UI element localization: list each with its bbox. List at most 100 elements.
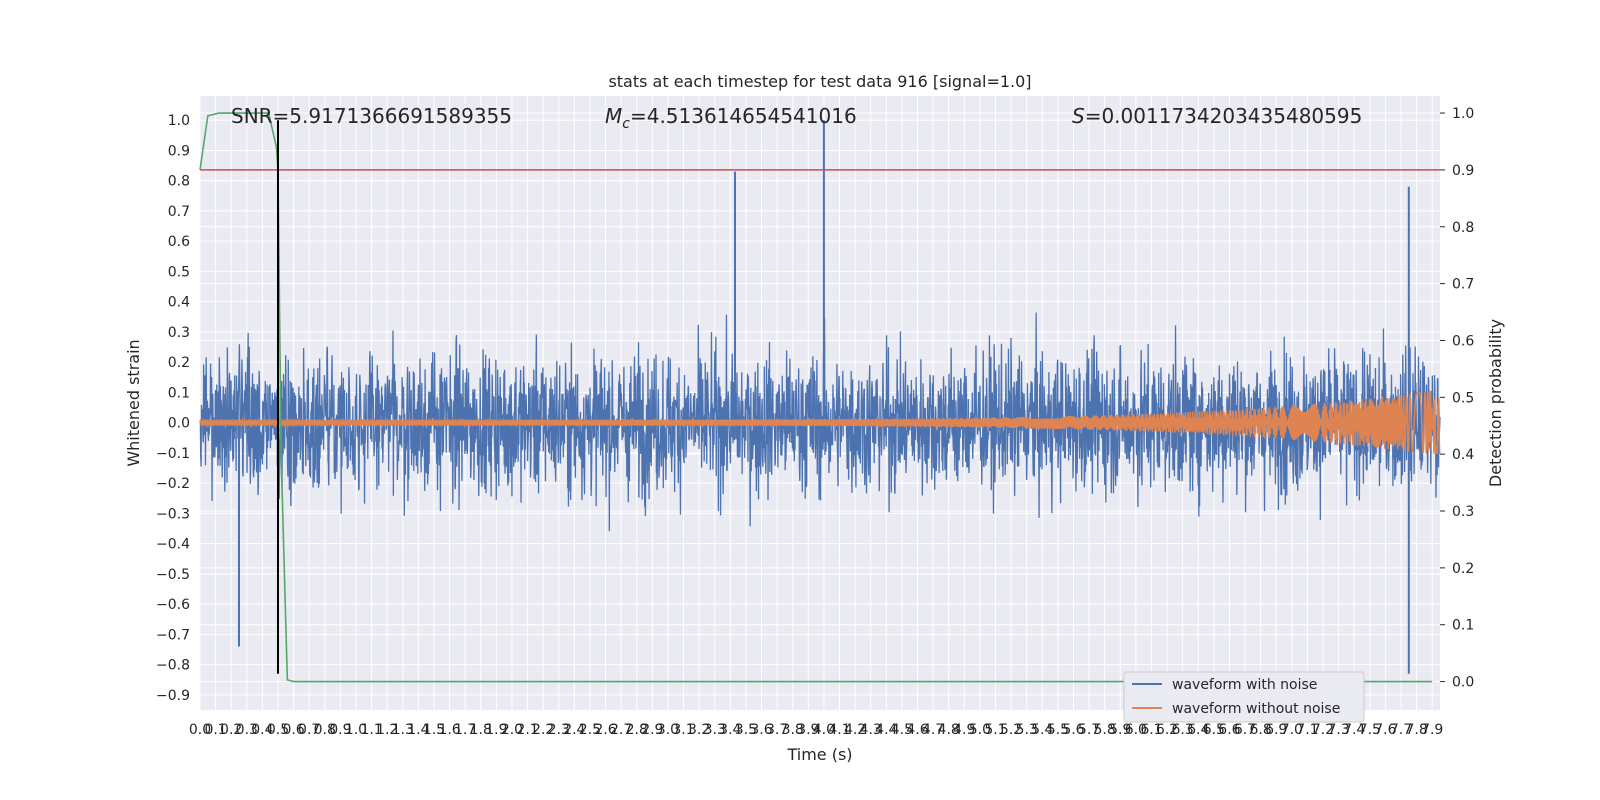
x-tick-label: 6.4 xyxy=(1187,722,1209,738)
x-tick-labels: 0.00.10.20.30.40.50.60.70.80.91.01.11.21… xyxy=(189,722,1443,738)
y-tick-label: −0.4 xyxy=(156,537,190,553)
y2-tick-label: 0.3 xyxy=(1452,504,1474,520)
x-tick-label: 7.3 xyxy=(1327,722,1349,738)
x-tick-label: 1.2 xyxy=(376,722,398,738)
x-tick-label: 7.4 xyxy=(1343,722,1365,738)
y2-tick-label: 0.8 xyxy=(1452,220,1474,236)
x-tick-label: 7.6 xyxy=(1374,722,1396,738)
x-tick-label: 6.2 xyxy=(1156,722,1178,738)
x-tick-label: 0.7 xyxy=(298,722,320,738)
x-tick-label: 1.1 xyxy=(360,722,382,738)
y-tick-label: −0.5 xyxy=(156,567,190,583)
y-tick-label: 0.6 xyxy=(168,234,190,250)
x-tick-label: 2.0 xyxy=(501,722,523,738)
x-tick-label: 6.1 xyxy=(1140,722,1162,738)
x-tick-label: 5.1 xyxy=(984,722,1006,738)
x-tick-label: 3.9 xyxy=(797,722,819,738)
y-tick-label: 0.2 xyxy=(168,355,190,371)
clean-chirp-line xyxy=(199,390,1441,455)
x-tick-label: 3.8 xyxy=(782,722,804,738)
y2-tick-label: 0.1 xyxy=(1452,618,1474,634)
y-tick-label: −0.6 xyxy=(156,597,190,613)
x-tick-label: 3.6 xyxy=(750,722,772,738)
y2-tick-label: 0.9 xyxy=(1452,163,1474,179)
x-tick-label: 3.3 xyxy=(704,722,726,738)
x-tick-label: 3.7 xyxy=(766,722,788,738)
y-tick-labels: −0.9 −0.8 −0.7 −0.6 −0.5 −0.4 −0.3 −0.2 −0.1 0.0 0… xyxy=(156,113,190,704)
y-gridlines xyxy=(200,112,1440,696)
x-tick-label: 5.5 xyxy=(1047,722,1069,738)
x-tick-label: 4.2 xyxy=(844,722,866,738)
x-tick-label: 2.3 xyxy=(548,722,570,738)
y-tick-label: 0.4 xyxy=(168,295,190,311)
x-tick-label: 7.9 xyxy=(1421,722,1443,738)
x-tick-label: 2.2 xyxy=(532,722,554,738)
x-tick-label: 5.7 xyxy=(1078,722,1100,738)
x-tick-label: 6.7 xyxy=(1234,722,1256,738)
x-tick-label: 0.9 xyxy=(329,722,351,738)
x-tick-label: 3.4 xyxy=(719,722,741,738)
x-tick-label: 7.8 xyxy=(1405,722,1427,738)
x-tick-label: 2.5 xyxy=(579,722,601,738)
y-tick-label: 0.1 xyxy=(168,385,190,401)
y-tick-label: −0.2 xyxy=(156,476,190,492)
y-tick-label: 0.5 xyxy=(168,264,190,280)
y-tick-label: 0.3 xyxy=(168,325,190,341)
x-tick-label: 0.6 xyxy=(282,722,304,738)
x-tick-label: 4.1 xyxy=(828,722,850,738)
x-tick-label: 5.9 xyxy=(1109,722,1131,738)
x-tick-label: 0.1 xyxy=(204,722,226,738)
x-tick-label: 0.4 xyxy=(251,722,273,738)
x-tick-label: 3.0 xyxy=(657,722,679,738)
y2-tick-label: 0.4 xyxy=(1452,447,1474,463)
noise-waveform-line xyxy=(199,312,1441,532)
x-tick-label: 4.5 xyxy=(891,722,913,738)
x-tick-label: 6.6 xyxy=(1218,722,1240,738)
x-tick-label: 2.4 xyxy=(563,722,585,738)
x-tick-label: 1.0 xyxy=(345,722,367,738)
series-waveform-with-noise xyxy=(199,120,1441,674)
x-tick-label: 4.4 xyxy=(875,722,897,738)
x-tick-label: 4.0 xyxy=(813,722,835,738)
chirp-mass-annotation: Mc=4.513614654541016 xyxy=(605,104,857,132)
x-tick-label: 5.8 xyxy=(1094,722,1116,738)
legend: waveform with noise waveform without noi… xyxy=(1123,671,1365,723)
snr-annotation: SNR=5.9171366691589355 xyxy=(231,104,512,128)
x-tick-label: 1.8 xyxy=(470,722,492,738)
y2-tick-label: 0.5 xyxy=(1452,390,1474,406)
x-tick-label: 0.8 xyxy=(314,722,336,738)
y-tick-label: −0.8 xyxy=(156,658,190,674)
x-tick-label: 2.7 xyxy=(610,722,632,738)
legend-label-noise: waveform with noise xyxy=(1172,677,1317,693)
x-tick-label: 4.8 xyxy=(938,722,960,738)
overlay-lines xyxy=(199,112,1440,683)
legend-box xyxy=(1123,671,1365,723)
legend-label-clean: waveform without noise xyxy=(1172,701,1340,717)
y-tick-label: 0.9 xyxy=(168,143,190,159)
y2-tick-labels: 0.0 0.1 0.2 0.3 0.4 0.5 0.6 0.7 0.8 0.9 1.0 xyxy=(1440,106,1474,691)
x-tick-label: 7.7 xyxy=(1390,722,1412,738)
y-tick-label: 0.8 xyxy=(168,174,190,190)
y-tick-label: 0.0 xyxy=(168,416,190,432)
y-tick-label: −0.3 xyxy=(156,506,190,522)
x-tick-label: 4.9 xyxy=(953,722,975,738)
y-axis-label: Whitened strain xyxy=(124,339,143,466)
chart-title: stats at each timestep for test data 916… xyxy=(608,72,1031,91)
y2-tick-label: 0.2 xyxy=(1452,561,1474,577)
x-tick-label: 3.1 xyxy=(672,722,694,738)
y2-axis-label: Detection probability xyxy=(1486,319,1505,487)
x-tick-label: 7.1 xyxy=(1296,722,1318,738)
y2-tick-label: 1.0 xyxy=(1452,106,1474,122)
x-tick-label: 5.0 xyxy=(969,722,991,738)
y2-tick-label: 0.0 xyxy=(1452,675,1474,691)
y-tick-label: −0.7 xyxy=(156,627,190,643)
x-tick-label: 2.6 xyxy=(594,722,616,738)
x-tick-label: 7.0 xyxy=(1281,722,1303,738)
y-tick-label: 0.7 xyxy=(168,204,190,220)
x-tick-label: 5.4 xyxy=(1031,722,1053,738)
x-tick-label: 3.5 xyxy=(735,722,757,738)
x-tick-label: 6.9 xyxy=(1265,722,1287,738)
x-tick-label: 5.2 xyxy=(1000,722,1022,738)
x-tick-label: 1.6 xyxy=(438,722,460,738)
